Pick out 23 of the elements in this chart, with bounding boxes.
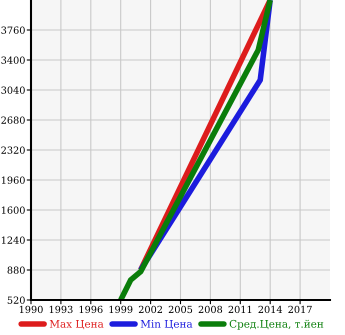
y-tick-label: 1600: [2, 206, 25, 214]
y-tick-label: 2680: [1, 116, 25, 124]
x-tick-label: 1999: [110, 306, 132, 314]
legend-label: Сред.Цена, т.йен: [230, 320, 324, 330]
y-tick-label: 3760: [1, 26, 25, 34]
y-tick-label: 2320: [1, 146, 25, 154]
x-tick-label: 2008: [198, 306, 222, 314]
x-tick-label: 2017: [288, 306, 312, 314]
y-tick-label: 1240: [2, 236, 25, 244]
legend-label: Max Цена: [50, 320, 104, 330]
x-tick-label: 2011: [228, 306, 252, 314]
y-tick-label: 520: [8, 296, 25, 304]
x-tick-label: 1993: [50, 306, 73, 314]
y-tick-label: 880: [8, 266, 25, 274]
x-tick-label: 1996: [80, 306, 103, 314]
y-tick-label: 3040: [1, 86, 25, 94]
x-tick-label: 2002: [138, 306, 162, 314]
y-tick-label: 3400: [1, 56, 25, 64]
y-tick-label: 1960: [2, 176, 25, 184]
x-tick-label: 2005: [168, 306, 192, 314]
x-tick-label: 2014: [258, 306, 282, 314]
legend-label: Min Цена: [140, 320, 192, 330]
x-tick-label: 1990: [20, 306, 43, 314]
